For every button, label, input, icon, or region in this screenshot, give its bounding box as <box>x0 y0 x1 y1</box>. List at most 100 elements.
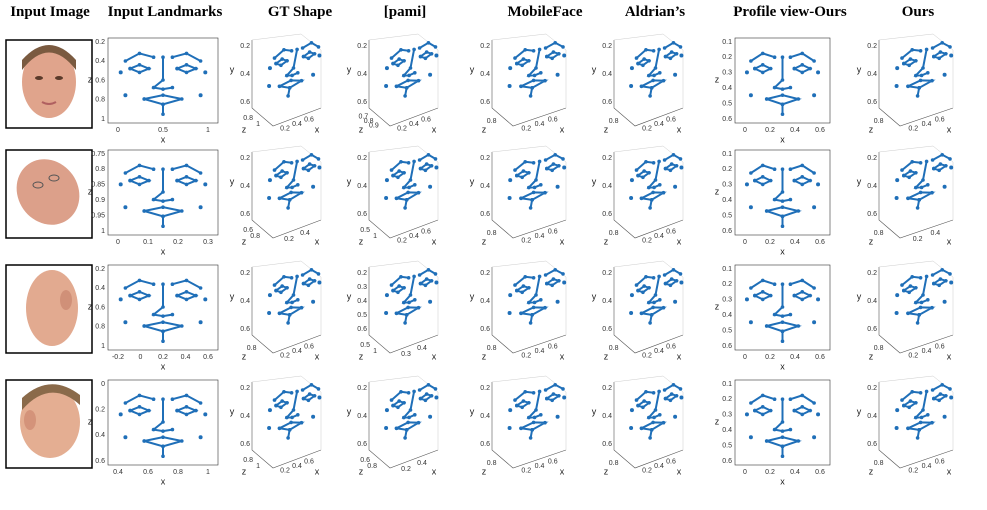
landmark-point <box>119 70 123 74</box>
landmark-point <box>800 183 804 187</box>
landmark-point <box>279 176 283 180</box>
landmark-point <box>310 268 314 272</box>
landmark-point <box>749 205 753 209</box>
landmark-point <box>161 190 165 194</box>
landmark-point <box>397 399 401 403</box>
landmark-point <box>274 62 278 66</box>
y-tick-label: 0.4 <box>357 413 367 420</box>
y-tick-label: 0.6 <box>722 343 732 350</box>
landmark-point <box>679 281 683 285</box>
landmark-point <box>424 57 428 61</box>
landmark-point <box>630 408 634 412</box>
axis-line <box>252 376 321 450</box>
y-tick-label: 0.2 <box>602 270 612 277</box>
z-tick-label: 0.8 <box>874 118 884 125</box>
landmark-point <box>434 387 438 391</box>
landmark-point <box>753 179 757 183</box>
landmark-point <box>553 41 557 45</box>
landmark-point <box>910 390 914 394</box>
landmark-point <box>919 306 923 310</box>
landmark-point <box>311 185 315 189</box>
landmark-point <box>522 284 526 288</box>
landmark-point <box>543 306 547 310</box>
y-tick-label: 0 <box>101 381 105 388</box>
axis-label: y <box>857 64 862 74</box>
y-tick-label: 0.6 <box>602 326 612 333</box>
input-image <box>4 147 92 238</box>
landmark-point <box>390 398 394 402</box>
landmark-point <box>138 164 142 168</box>
landmark-point <box>640 85 644 89</box>
landmark-point <box>644 275 648 279</box>
landmark-point <box>147 409 151 413</box>
landmark-point <box>921 178 925 182</box>
axis-label: x <box>780 134 785 144</box>
landmark-point <box>424 169 428 173</box>
landmark-point <box>556 300 560 304</box>
axis-label: z <box>482 466 487 476</box>
axis-label: z <box>715 186 720 196</box>
landmark-point <box>647 286 651 290</box>
landmark-point <box>161 205 165 209</box>
landmark-point <box>773 55 777 59</box>
landmark-point <box>907 291 911 295</box>
landmark-point <box>296 413 300 417</box>
landmark-point <box>138 63 142 67</box>
x-tick-label: 0 <box>743 469 747 476</box>
y-tick-label: 0.85 <box>91 182 105 189</box>
x-tick-label: 0.6 <box>666 458 676 465</box>
landmark-point <box>552 392 556 396</box>
landmark-point <box>939 162 943 166</box>
x-tick-label: 0.6 <box>421 228 431 235</box>
landmark-point <box>409 178 413 182</box>
x-tick-label: 0.2 <box>642 352 652 359</box>
landmark-point <box>199 171 203 175</box>
plot-panel: 0.20.40.60.8100.51zx <box>88 38 218 144</box>
landmark-point <box>914 59 918 63</box>
landmark-point <box>544 273 548 277</box>
landmark-point <box>650 428 654 432</box>
plot-panel: 0.20.40.60.810.20.40.6yzx <box>230 34 322 134</box>
landmark-point <box>425 162 429 166</box>
landmark-point <box>427 153 431 157</box>
landmark-point <box>124 286 128 290</box>
landmark-line <box>404 49 415 75</box>
axis-line <box>614 376 683 450</box>
axis-label: y <box>857 176 862 186</box>
landmark-point <box>642 169 646 173</box>
landmark-point <box>406 79 410 83</box>
landmark-point <box>745 412 749 416</box>
landmark-point <box>781 224 785 228</box>
y-tick-label: 0.9 <box>95 197 105 204</box>
landmark-point <box>544 158 548 162</box>
landmark-point <box>161 429 165 433</box>
x-tick-label: 0.2 <box>908 467 918 474</box>
landmark-line <box>649 391 660 417</box>
landmark-point <box>520 176 524 180</box>
axis-line <box>492 376 566 450</box>
landmark-point <box>800 175 804 179</box>
landmark-point <box>545 397 549 401</box>
x-tick-label: 0.6 <box>548 116 558 123</box>
landmark-point <box>647 186 651 190</box>
landmark-point <box>427 41 431 45</box>
column-header: [pami] <box>384 4 427 20</box>
landmark-point <box>268 408 272 412</box>
landmark-point <box>629 311 633 315</box>
landmark-point <box>675 52 679 56</box>
x-tick-label: 0 <box>139 354 143 361</box>
landmark-point <box>781 282 785 286</box>
landmark-point <box>285 186 289 190</box>
landmark-point <box>300 79 304 83</box>
x-tick-label: 0.2 <box>908 352 918 359</box>
landmark-point <box>300 191 304 195</box>
landmark-point <box>185 394 189 398</box>
landmark-point <box>663 388 667 392</box>
landmark-point <box>761 394 765 398</box>
landmark-point <box>654 293 658 297</box>
landmark-point <box>274 289 278 293</box>
landmark-point <box>175 294 179 298</box>
y-tick-label: 0.6 <box>240 211 250 218</box>
axis-label: y <box>230 406 235 416</box>
landmark-point <box>285 59 289 63</box>
